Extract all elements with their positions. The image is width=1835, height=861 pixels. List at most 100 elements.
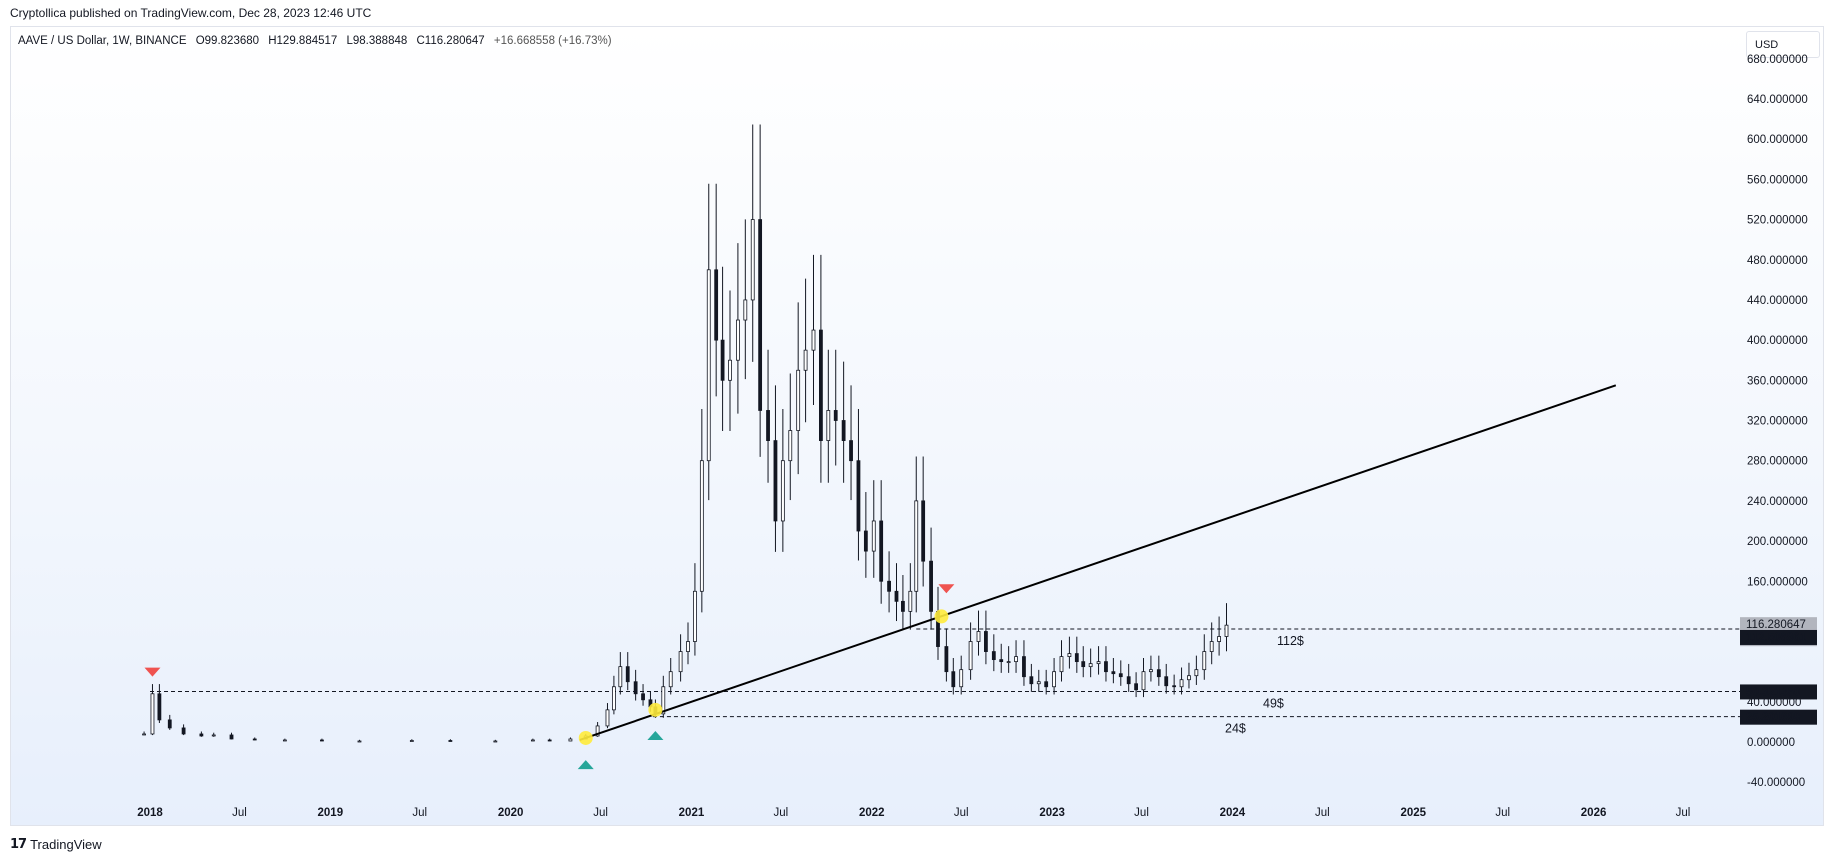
candle-body-99 xyxy=(1194,669,1199,677)
touch-circle-1 xyxy=(648,702,663,717)
candle-body-66 xyxy=(944,646,949,673)
candle-body-103 xyxy=(1224,624,1229,637)
x-tick-label: 2026 xyxy=(1581,807,1607,819)
price-tag-value: 25.201699 xyxy=(1746,712,1800,724)
y-tick-label: 680.000000 xyxy=(1747,54,1808,66)
candle-body-89 xyxy=(1118,673,1123,678)
candle-body-9 xyxy=(282,739,287,742)
horizontal-levels: 112$ 49$ 24$ xyxy=(150,628,1740,736)
candle-body-60 xyxy=(901,600,905,612)
candle-body-56 xyxy=(871,520,876,552)
sell-signal-icon xyxy=(938,584,955,594)
chart-pane[interactable] xyxy=(10,26,1824,826)
candle-body-69 xyxy=(968,641,973,671)
candle-body-81 xyxy=(1059,656,1064,673)
candle-body-22 xyxy=(618,666,623,688)
candle-body-38 xyxy=(736,319,740,361)
x-tick-label: 2021 xyxy=(679,807,705,819)
candle-body-82 xyxy=(1067,653,1072,658)
y-tick-label: -40.000000 xyxy=(1747,777,1805,789)
candle-body-85 xyxy=(1088,663,1093,668)
candle-body-63 xyxy=(921,500,926,562)
tradingview-logo-icon: 𝟭𝟳 xyxy=(10,836,27,851)
price-axis: 680.000000 640.000000 600.000000 560.000000… xyxy=(1747,54,1808,789)
candle-body-4 xyxy=(181,727,186,735)
candle-body-31 xyxy=(686,641,690,652)
touch-circle-2 xyxy=(934,609,949,624)
x-tick-label: Jul xyxy=(412,807,427,819)
candle-body-17 xyxy=(568,738,573,742)
price-tag-box xyxy=(1740,684,1817,700)
buy-signal-icon xyxy=(647,730,664,740)
candle-body-42 xyxy=(766,410,770,441)
x-tick-label: Jul xyxy=(1495,807,1510,819)
candle-body-93 xyxy=(1149,669,1153,673)
candle-body-14 xyxy=(493,740,498,743)
legend-close: C116.280647 xyxy=(416,35,485,47)
candle-body-19 xyxy=(595,725,600,737)
candle-body-11 xyxy=(357,740,362,743)
candle-body-20 xyxy=(605,709,610,727)
candle-body-34 xyxy=(706,269,711,462)
legend-change: +16.668558 (+16.73%) xyxy=(493,35,612,47)
legend-symbol[interactable]: AAVE / US Dollar, 1W, BINANCE xyxy=(18,35,187,47)
price-tags: 116.2806473d 12h112.50696150.32136025.20… xyxy=(1740,617,1817,725)
x-tick-label: Jul xyxy=(1315,807,1330,819)
candle-body-36 xyxy=(720,339,725,381)
candle-body-84 xyxy=(1081,661,1086,668)
candle-body-6 xyxy=(211,734,216,737)
footer-brand-label: TradingView xyxy=(30,836,102,852)
candle-body-7 xyxy=(229,734,234,740)
candle-body-87 xyxy=(1104,661,1108,673)
candle-body-90 xyxy=(1126,676,1131,685)
candle-body-49 xyxy=(819,329,823,441)
currency-button[interactable]: USD xyxy=(1746,31,1820,58)
candle-body-98 xyxy=(1187,675,1191,681)
candle-body-44 xyxy=(780,460,785,522)
touch-circle-0 xyxy=(578,730,593,745)
candle-body-94 xyxy=(1156,669,1161,678)
candle-body-39 xyxy=(743,299,748,321)
candle-body-48 xyxy=(811,329,816,351)
candle-body-30 xyxy=(678,651,683,673)
candle-body-3 xyxy=(167,719,172,729)
time-axis: 2018 Jul 2019 Jul 2020 Jul 2021 Jul 2022 Jul 2023 J… xyxy=(137,807,1690,819)
candle-body-37 xyxy=(728,359,732,381)
candle-body-0 xyxy=(142,733,146,736)
candle-body-47 xyxy=(803,349,808,371)
price-tag-box xyxy=(1740,709,1817,725)
candle-body-75 xyxy=(1014,656,1018,663)
x-tick-label: Jul xyxy=(232,807,247,819)
candle-body-1 xyxy=(150,693,155,735)
footer-brand[interactable]: 𝟭𝟳 TradingView xyxy=(10,836,102,852)
y-tick-label: 360.000000 xyxy=(1747,375,1808,387)
y-tick-label: 440.000000 xyxy=(1747,295,1808,307)
candle-body-29 xyxy=(668,671,673,688)
signal-markers xyxy=(144,584,955,770)
y-tick-label: 400.000000 xyxy=(1747,335,1808,347)
candle-body-23 xyxy=(625,666,630,683)
candle-body-59 xyxy=(894,590,899,602)
candle-body-95 xyxy=(1164,676,1169,687)
sell-signal-icon xyxy=(144,667,161,677)
y-tick-label: 320.000000 xyxy=(1747,416,1808,428)
candle-body-35 xyxy=(714,269,719,341)
candle-body-40 xyxy=(750,219,755,301)
legend-high: H129.884517 xyxy=(268,35,338,47)
candle-body-25 xyxy=(641,693,645,701)
candle-body-53 xyxy=(849,440,853,462)
candle-body-55 xyxy=(863,530,868,552)
level-label-0: 112$ xyxy=(1277,634,1304,648)
candle-body-78 xyxy=(1036,681,1041,685)
candle-body-79 xyxy=(1044,681,1049,688)
candle-body-32 xyxy=(693,590,697,642)
candle-body-28 xyxy=(661,686,666,715)
candle-body-70 xyxy=(976,631,981,642)
candle-body-71 xyxy=(984,631,988,652)
y-tick-label: 520.000000 xyxy=(1747,215,1808,227)
candle-body-24 xyxy=(633,681,638,695)
candle-body-13 xyxy=(448,740,453,742)
y-tick-label: 640.000000 xyxy=(1747,94,1808,106)
candle-body-74 xyxy=(1006,661,1011,664)
